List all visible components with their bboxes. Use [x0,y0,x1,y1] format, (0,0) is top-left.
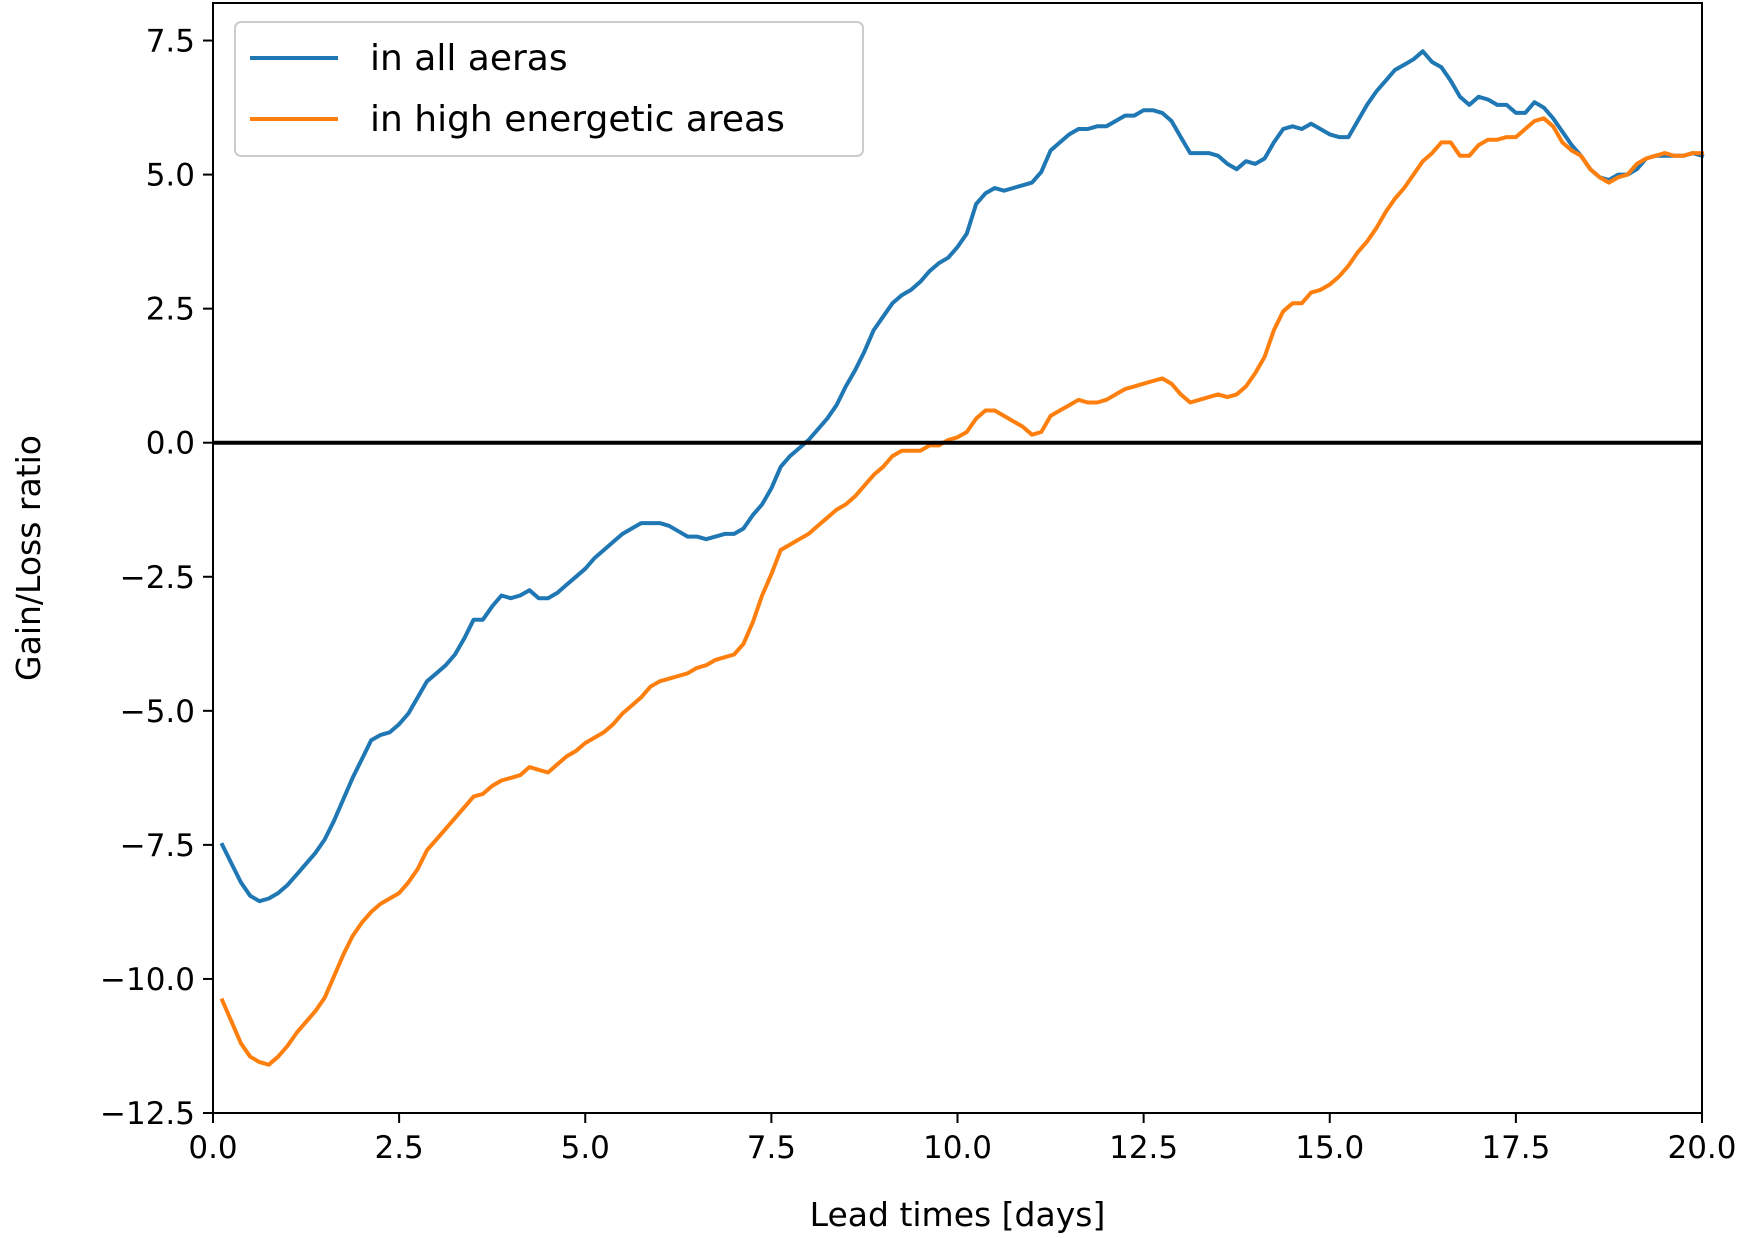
legend-box [234,21,864,157]
y-axis-label: Gain/Loss ratio [9,435,48,681]
y-tick-label: −10.0 [100,962,195,998]
y-axis-ticks: 7.5 5.0 2.5 0.0 −2.5 −5.0 −7.5 −10.0 −12.5 [100,24,213,1132]
series-layer [219,49,1705,1067]
x-tick-label: 10.0 [923,1130,992,1166]
legend-entry-2: in high energetic areas [370,99,785,140]
x-axis-ticks: 0.0 2.5 5.0 7.5 10.0 12.5 15.0 17.5 20.0 [188,1113,1737,1166]
series-line-1 [219,49,1705,904]
y-tick-label: 7.5 [146,24,195,60]
y-tick-label: −12.5 [100,1096,195,1132]
x-tick-label: 2.5 [374,1130,423,1166]
x-tick-label: 0.0 [188,1130,237,1166]
y-tick-label: 2.5 [146,292,195,328]
y-tick-label: −2.5 [120,560,195,596]
legend-entry-1: in all aeras [370,38,568,79]
series-line-2 [219,116,1704,1067]
x-tick-label: 7.5 [747,1130,796,1166]
x-axis-label: Lead times [days] [810,1195,1106,1234]
x-tick-label: 12.5 [1109,1130,1178,1166]
x-tick-label: 17.5 [1481,1130,1550,1166]
x-tick-label: 20.0 [1667,1130,1736,1166]
legend: in all aeras in high energetic areas [234,21,864,157]
y-tick-label: 0.0 [146,426,195,462]
y-tick-label: −7.5 [120,828,195,864]
x-tick-label: 15.0 [1295,1130,1364,1166]
x-tick-label: 5.0 [561,1130,610,1166]
y-tick-label: 5.0 [146,158,195,194]
y-tick-label: −5.0 [120,694,195,730]
